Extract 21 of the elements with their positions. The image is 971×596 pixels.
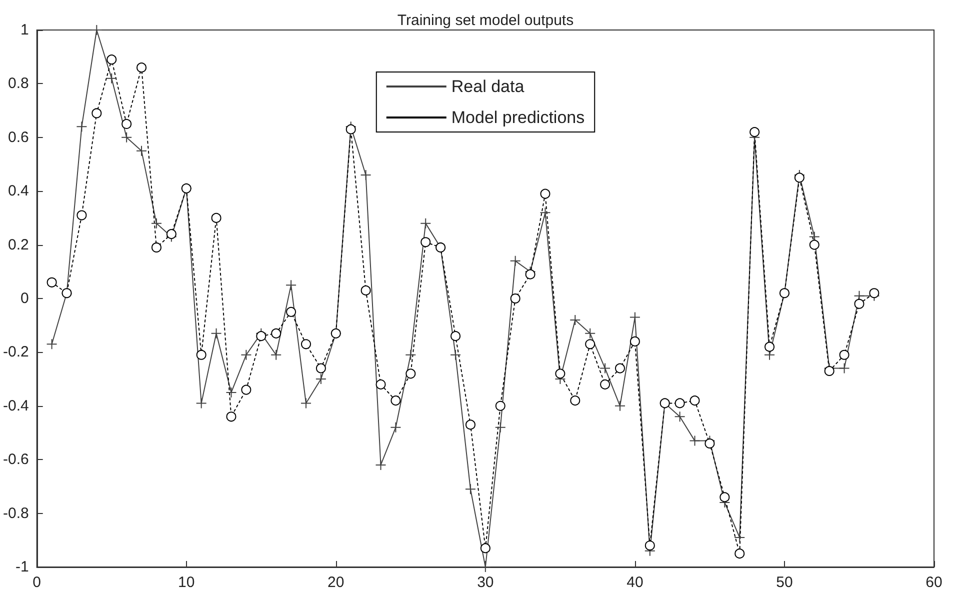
y-tick-label: 0.2 — [8, 236, 29, 254]
y-tick-label: -0.2 — [2, 344, 29, 361]
y-tick-label: 0 — [20, 290, 29, 307]
legend-label: Real data — [451, 77, 525, 96]
y-tick-label: 0.8 — [8, 75, 29, 92]
x-tick-label: 50 — [776, 574, 793, 591]
y-tick-label: 0.4 — [8, 182, 29, 200]
x-tick-label: 40 — [626, 574, 644, 591]
y-tick-label: -0.6 — [2, 451, 29, 468]
y-tick-label: -1 — [16, 558, 29, 576]
y-tick-label: -0.4 — [2, 397, 29, 414]
chart-title: Training set model outputs — [397, 12, 574, 29]
x-tick-label: 60 — [926, 574, 942, 591]
y-tick-label: -0.8 — [2, 504, 29, 522]
x-tick-label: 20 — [328, 574, 344, 591]
x-tick-label: 0 — [32, 574, 42, 591]
y-tick-label: 0.6 — [8, 128, 29, 146]
x-tick-label: 10 — [178, 574, 195, 591]
x-tick-label: 30 — [477, 574, 494, 591]
y-tick-label: 1 — [20, 22, 29, 38]
legend-label: Model predictions — [451, 108, 585, 127]
